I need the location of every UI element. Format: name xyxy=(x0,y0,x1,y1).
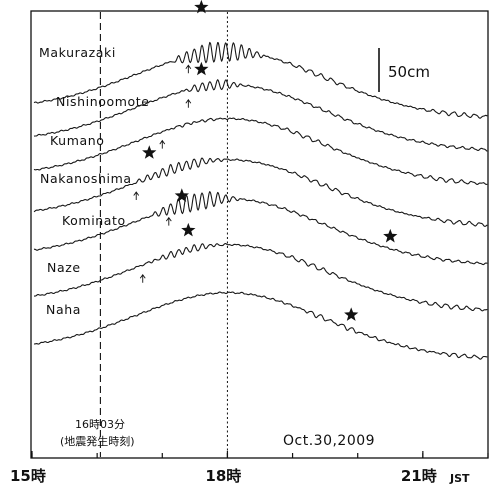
arrival-arrow-naze xyxy=(139,273,146,283)
trace-nishinoomote xyxy=(33,79,488,152)
peak-marker-naha xyxy=(344,307,359,321)
x-unit-label: JST xyxy=(449,472,470,485)
arrival-arrow-makurazaki xyxy=(185,64,192,74)
peak-marker-kominato-2 xyxy=(383,228,398,243)
peak-markers xyxy=(142,0,398,321)
station-traces xyxy=(33,41,488,360)
peak-marker-kominato xyxy=(174,188,189,202)
peak-marker-naze xyxy=(181,222,196,237)
x-tick-label: 21時 xyxy=(401,467,437,485)
earthquake-time-sublabel: (地震発生時刻) xyxy=(60,434,135,448)
earthquake-time-label: 16時03分 xyxy=(75,418,125,431)
x-tick-label: 18時 xyxy=(205,467,241,485)
station-label-makurazaki: Makurazaki xyxy=(39,45,116,60)
earthquake-time-note: 16時03分 (地震発生時刻) xyxy=(60,418,135,448)
arrival-arrow-nakanoshima xyxy=(133,191,140,201)
station-labels: Makurazaki Nishinoomote Kumano Nakanoshima K… xyxy=(39,45,150,317)
trace-kominato xyxy=(33,191,488,266)
reference-lines xyxy=(99,12,228,457)
station-label-kominato: Kominato xyxy=(62,213,126,228)
arrival-arrow-nishinoomote xyxy=(185,98,192,108)
arrival-arrow-kumano xyxy=(159,139,166,149)
scale-bar: 50cm xyxy=(378,48,430,92)
trace-nakanoshima xyxy=(33,157,488,227)
trace-makurazaki xyxy=(33,41,488,119)
x-axis: 15時 18時 21時 JST xyxy=(10,451,489,485)
station-label-kumano: Kumano xyxy=(50,133,105,148)
scale-bar-label: 50cm xyxy=(388,63,430,81)
date-label: Oct.30,2009 xyxy=(283,433,375,449)
peak-marker-nakanoshima xyxy=(142,145,157,159)
x-tick-label: 15時 xyxy=(10,467,46,485)
trace-kumano xyxy=(33,117,488,186)
peak-marker-makurazaki xyxy=(194,0,209,14)
arrival-arrows xyxy=(133,64,192,283)
trace-naha xyxy=(33,291,488,360)
plot-frame xyxy=(30,10,489,459)
station-label-nakanoshima: Nakanoshima xyxy=(40,171,132,186)
trace-naze xyxy=(34,242,488,312)
arrival-arrow-kominato xyxy=(165,216,172,226)
station-label-naha: Naha xyxy=(46,302,81,317)
station-label-nishinoomote: Nishinoomote xyxy=(56,94,150,109)
peak-marker-nishinoomote xyxy=(194,61,209,76)
station-label-naze: Naze xyxy=(47,260,81,275)
